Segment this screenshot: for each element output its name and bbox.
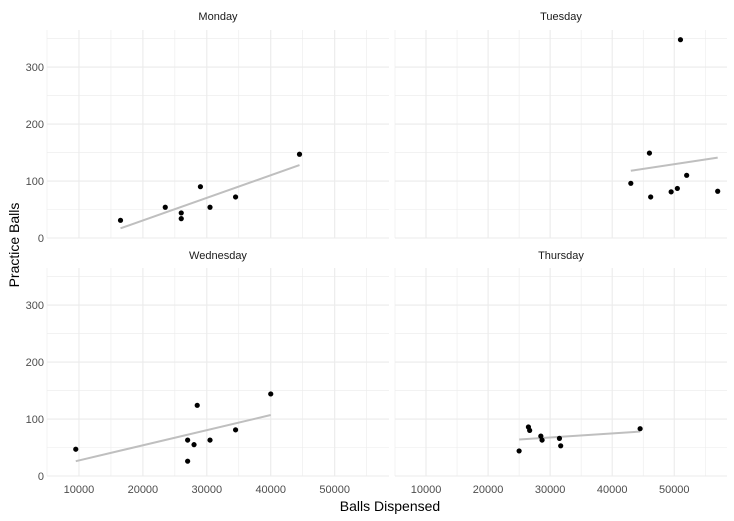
trend-line <box>630 156 718 172</box>
y-tick-label: 0 <box>38 233 44 245</box>
panel-tuesday: Tuesday <box>394 11 727 239</box>
y-tick-label: 200 <box>26 357 44 369</box>
data-point <box>207 204 213 210</box>
data-point <box>185 437 191 443</box>
x-tick-label: 40000 <box>255 484 286 496</box>
facet-label: Monday <box>198 11 238 23</box>
data-point <box>538 433 544 439</box>
data-point <box>117 217 124 223</box>
data-point <box>162 204 168 210</box>
data-point <box>73 446 79 452</box>
data-point <box>539 437 545 443</box>
y-tick-label: 100 <box>26 176 44 188</box>
trend-line <box>519 430 641 441</box>
data-point <box>628 180 634 186</box>
x-tick-label: 50000 <box>659 484 690 496</box>
facet-label: Thursday <box>538 250 584 262</box>
y-tick-label: 100 <box>26 414 44 426</box>
data-point <box>684 172 690 178</box>
data-point <box>296 151 303 157</box>
data-point <box>637 426 643 432</box>
x-tick-label: 30000 <box>192 484 223 496</box>
data-point <box>191 442 197 448</box>
x-tick-label: 30000 <box>535 484 566 496</box>
data-point <box>178 216 184 222</box>
y-tick-label: 300 <box>26 62 44 74</box>
data-point <box>194 402 200 408</box>
x-tick-label: 40000 <box>597 484 628 496</box>
data-point <box>268 391 274 397</box>
data-point <box>207 437 213 443</box>
y-axis-title: Practice Balls <box>6 203 22 288</box>
x-tick-label: 50000 <box>319 484 350 496</box>
data-point <box>232 427 239 433</box>
x-tick-label: 20000 <box>473 484 504 496</box>
data-point <box>527 427 533 434</box>
data-point <box>677 37 684 43</box>
data-point <box>197 184 204 190</box>
y-tick-label: 0 <box>38 471 44 483</box>
data-point <box>674 185 680 192</box>
data-point <box>648 194 654 200</box>
panel-wednesday: Wednesday 0 100 200 300 10000 20000 30000 40000 5… <box>26 250 389 496</box>
data-point <box>715 188 721 194</box>
data-point <box>178 210 184 216</box>
data-point <box>556 435 563 441</box>
x-tick-label: 10000 <box>64 484 95 496</box>
x-axis-title: Balls Dispensed <box>340 498 440 514</box>
panel-monday: Monday 0 100 200 300 <box>26 11 389 245</box>
trend-line <box>75 414 271 463</box>
data-point <box>558 443 564 449</box>
data-point <box>646 150 653 156</box>
trend-line <box>120 164 300 230</box>
y-tick-label: 300 <box>26 300 44 312</box>
y-tick-label: 200 <box>26 119 44 131</box>
facet-label: Wednesday <box>189 250 247 262</box>
data-point <box>232 194 239 200</box>
x-tick-label: 20000 <box>128 484 159 496</box>
data-point <box>185 458 191 464</box>
data-point <box>668 189 674 195</box>
x-tick-label: 10000 <box>411 484 442 496</box>
panel-thursday: Thursday 10000 20000 30000 40000 50000 <box>394 250 727 496</box>
data-point <box>516 448 522 454</box>
panels-layer: Monday 0 100 200 300 Tuesday Wednesday 0 100 200 3… <box>26 11 727 496</box>
facet-label: Tuesday <box>540 11 582 23</box>
